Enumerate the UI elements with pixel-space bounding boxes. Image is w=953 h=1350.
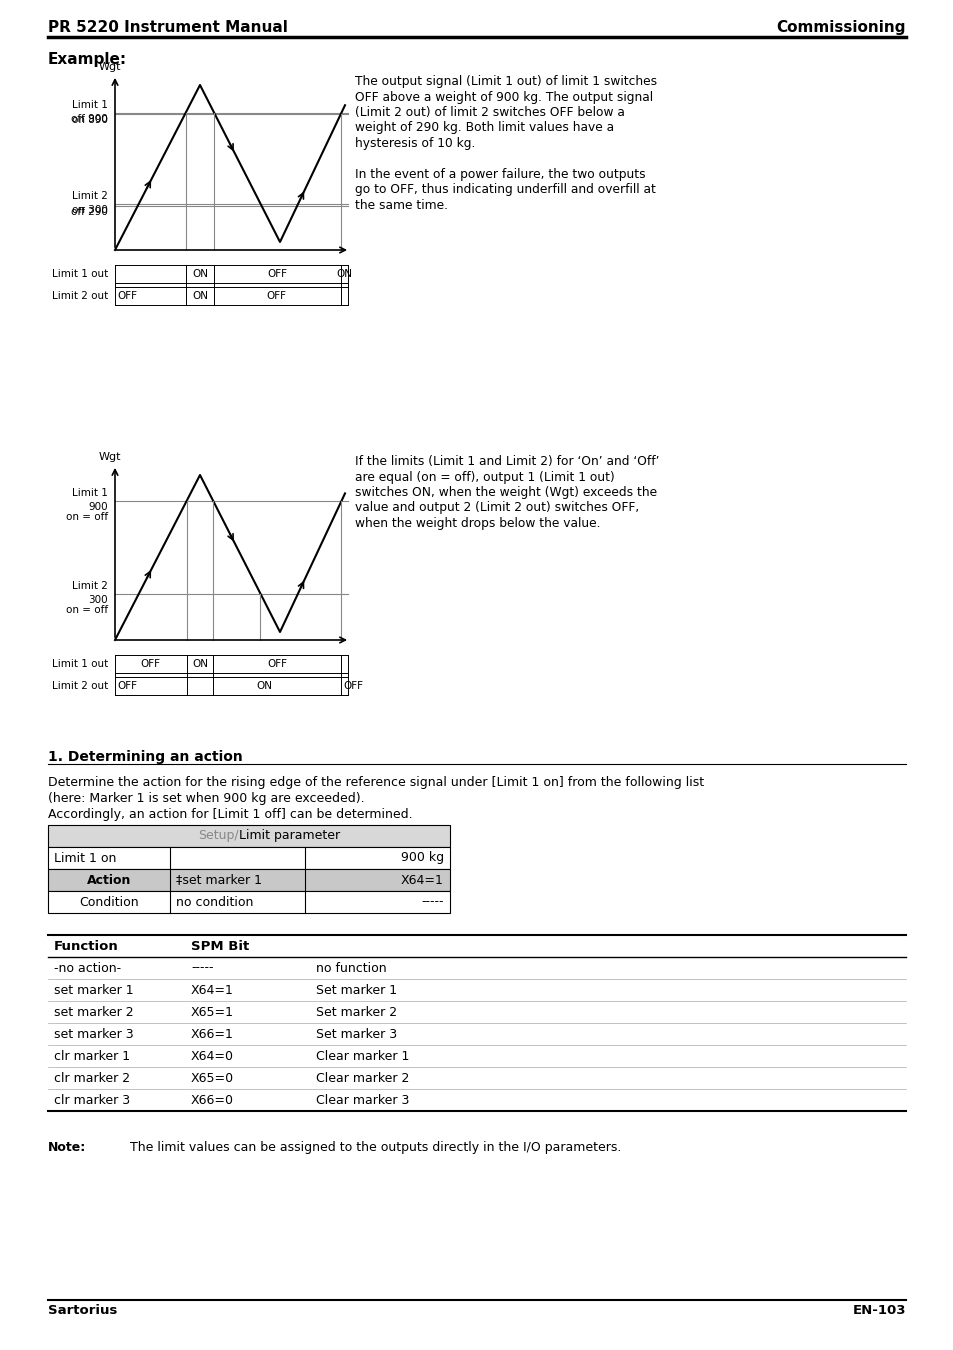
Text: on = off: on = off xyxy=(66,512,108,522)
Text: Wgt: Wgt xyxy=(99,452,121,462)
Text: Limit 1 out: Limit 1 out xyxy=(51,659,108,670)
Text: Limit 2 out: Limit 2 out xyxy=(51,292,108,301)
Text: ON: ON xyxy=(192,292,208,301)
Text: weight of 290 kg. Both limit values have a: weight of 290 kg. Both limit values have… xyxy=(355,122,614,135)
Text: Function: Function xyxy=(54,940,118,953)
Text: Note:: Note: xyxy=(48,1141,86,1154)
Text: clr marker 3: clr marker 3 xyxy=(54,1094,130,1107)
Text: If the limits (Limit 1 and Limit 2) for ‘On’ and ‘Off’: If the limits (Limit 1 and Limit 2) for … xyxy=(355,455,659,468)
Text: 1. Determining an action: 1. Determining an action xyxy=(48,751,242,764)
Text: OFF above a weight of 900 kg. The output signal: OFF above a weight of 900 kg. The output… xyxy=(355,90,653,104)
Text: Limit 1 out: Limit 1 out xyxy=(51,269,108,279)
Text: Action: Action xyxy=(87,873,132,887)
Text: X65=1: X65=1 xyxy=(191,1006,233,1018)
Text: X64=1: X64=1 xyxy=(400,873,443,887)
Text: Sartorius: Sartorius xyxy=(48,1304,117,1318)
Text: OFF: OFF xyxy=(267,659,287,670)
Text: OFF: OFF xyxy=(267,269,287,279)
Text: Limit 1 on: Limit 1 on xyxy=(54,852,116,864)
Text: ON: ON xyxy=(336,269,352,279)
Text: In the event of a power failure, the two outputs: In the event of a power failure, the two… xyxy=(355,167,645,181)
Text: ON: ON xyxy=(192,269,208,279)
Text: no condition: no condition xyxy=(175,895,253,909)
Text: set marker 3: set marker 3 xyxy=(54,1027,133,1041)
Text: X65=0: X65=0 xyxy=(191,1072,233,1084)
Text: X64=1: X64=1 xyxy=(191,984,233,996)
Text: Limit 1: Limit 1 xyxy=(72,100,108,109)
Text: Limit 2: Limit 2 xyxy=(72,192,108,201)
Text: off 290: off 290 xyxy=(71,207,108,217)
Text: on 890: on 890 xyxy=(71,115,108,126)
Text: the same time.: the same time. xyxy=(355,198,448,212)
Text: (here: Marker 1 is set when 900 kg are exceeded).: (here: Marker 1 is set when 900 kg are e… xyxy=(48,792,364,805)
Text: ON: ON xyxy=(255,680,272,691)
Text: 900: 900 xyxy=(89,502,108,512)
Text: clr marker 2: clr marker 2 xyxy=(54,1072,130,1084)
Text: when the weight drops below the value.: when the weight drops below the value. xyxy=(355,517,599,531)
Text: Limit parameter: Limit parameter xyxy=(239,829,340,842)
Text: (Limit 2 out) of limit 2 switches OFF below a: (Limit 2 out) of limit 2 switches OFF be… xyxy=(355,107,624,119)
Text: -----: ----- xyxy=(191,961,213,975)
Text: no function: no function xyxy=(315,961,386,975)
Text: off 900: off 900 xyxy=(71,113,108,124)
Text: Clear marker 3: Clear marker 3 xyxy=(315,1094,409,1107)
Text: The limit values can be assigned to the outputs directly in the I/O parameters.: The limit values can be assigned to the … xyxy=(130,1141,620,1154)
Bar xyxy=(48,825,450,846)
Text: switches ON, when the weight (Wgt) exceeds the: switches ON, when the weight (Wgt) excee… xyxy=(355,486,657,500)
Text: EN-103: EN-103 xyxy=(852,1304,905,1318)
Bar xyxy=(48,846,450,869)
Text: on = off: on = off xyxy=(66,605,108,614)
Text: OFF: OFF xyxy=(141,659,161,670)
Text: ON: ON xyxy=(192,659,208,670)
Text: OFF: OFF xyxy=(117,292,137,301)
Text: -no action-: -no action- xyxy=(54,961,121,975)
Text: Setup/: Setup/ xyxy=(198,829,239,842)
Text: Clear marker 2: Clear marker 2 xyxy=(315,1072,409,1084)
Text: Condition: Condition xyxy=(79,895,139,909)
Text: X64=0: X64=0 xyxy=(191,1049,233,1062)
Text: value and output 2 (Limit 2 out) switches OFF,: value and output 2 (Limit 2 out) switche… xyxy=(355,501,639,514)
Text: X66=0: X66=0 xyxy=(191,1094,233,1107)
Text: 300: 300 xyxy=(89,595,108,605)
Text: are equal (on = off), output 1 (Limit 1 out): are equal (on = off), output 1 (Limit 1 … xyxy=(355,471,614,483)
Text: Limit 2: Limit 2 xyxy=(72,580,108,591)
Text: Set marker 2: Set marker 2 xyxy=(315,1006,396,1018)
Text: on 300: on 300 xyxy=(72,205,108,215)
Text: Wgt: Wgt xyxy=(99,62,121,72)
Text: go to OFF, thus indicating underfill and overfill at: go to OFF, thus indicating underfill and… xyxy=(355,184,656,197)
Text: set marker 1: set marker 1 xyxy=(54,984,133,996)
Text: clr marker 1: clr marker 1 xyxy=(54,1049,130,1062)
Text: Limit 1: Limit 1 xyxy=(72,489,108,498)
Text: ‡set marker 1: ‡set marker 1 xyxy=(175,873,262,887)
Text: 900 kg: 900 kg xyxy=(400,852,443,864)
Text: Set marker 3: Set marker 3 xyxy=(315,1027,396,1041)
Text: PR 5220 Instrument Manual: PR 5220 Instrument Manual xyxy=(48,20,288,35)
Text: The output signal (Limit 1 out) of limit 1 switches: The output signal (Limit 1 out) of limit… xyxy=(355,76,657,88)
Text: Limit 2 out: Limit 2 out xyxy=(51,680,108,691)
Text: Determine the action for the rising edge of the reference signal under [Limit 1 : Determine the action for the rising edge… xyxy=(48,776,703,788)
Text: OFF: OFF xyxy=(343,680,363,691)
Text: -----: ----- xyxy=(421,895,443,909)
Text: X66=1: X66=1 xyxy=(191,1027,233,1041)
Text: Commissioning: Commissioning xyxy=(776,20,905,35)
Text: OFF: OFF xyxy=(117,680,137,691)
Bar xyxy=(48,891,450,913)
Text: set marker 2: set marker 2 xyxy=(54,1006,133,1018)
Text: Clear marker 1: Clear marker 1 xyxy=(315,1049,409,1062)
Text: hysteresis of 10 kg.: hysteresis of 10 kg. xyxy=(355,136,475,150)
Text: Example:: Example: xyxy=(48,53,127,68)
Bar xyxy=(48,869,450,891)
Text: Set marker 1: Set marker 1 xyxy=(315,984,396,996)
Text: OFF: OFF xyxy=(266,292,286,301)
Text: SPM Bit: SPM Bit xyxy=(191,940,249,953)
Text: Accordingly, an action for [Limit 1 off] can be determined.: Accordingly, an action for [Limit 1 off]… xyxy=(48,809,413,821)
